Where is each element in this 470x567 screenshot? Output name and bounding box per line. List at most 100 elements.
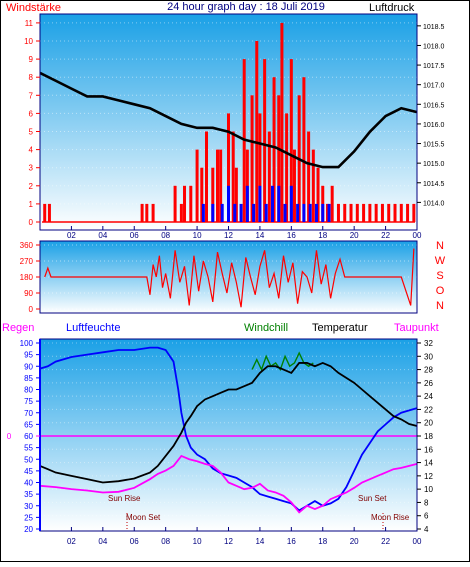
pressure-axis-ticks: 1014.0 1014.5 1015.0 1015.5 1016.0 1016.5 1017… — [417, 24, 445, 207]
humidity-tick-label: 45 — [24, 467, 33, 476]
panel3-hour-tick-label: 08 — [161, 537, 170, 546]
pressure-axis-title: Luftdruck — [369, 2, 415, 14]
wind-gust-bar — [47, 203, 51, 222]
compass-label-s: S — [436, 270, 443, 282]
panel3-hour-tick-label: 22 — [381, 537, 390, 546]
compass-label-n: N — [436, 300, 444, 312]
wind-average-bar — [264, 203, 268, 222]
temperature-tick-label: 22 — [424, 405, 433, 414]
wind-average-bar — [302, 203, 306, 222]
panel2-gridlines — [40, 244, 417, 310]
wind-gust-bar — [227, 113, 230, 222]
wind-tick-label: 5 — [29, 128, 34, 137]
wind-average-bar — [321, 203, 325, 222]
sun-rise-label: Sun Rise — [108, 494, 141, 503]
wind-tick-label: 9 — [29, 55, 34, 64]
wind-gust-bar — [399, 203, 403, 222]
wind-tick-label: 4 — [29, 146, 34, 155]
humidity-line — [39, 346, 418, 512]
pressure-tick-label: 1017.5 — [423, 63, 445, 70]
humidity-tick-label: 80 — [24, 386, 33, 395]
wind-gust-bar — [179, 203, 183, 222]
pressure-tick-label: 1015.0 — [423, 161, 445, 168]
humidity-tick-label: 100 — [20, 339, 34, 348]
wind-gust-bar — [200, 167, 204, 222]
legend-temperature: Temperatur — [312, 322, 368, 334]
panel1-hour-tick-label: 12 — [224, 231, 233, 240]
pressure-tick-label: 1016.5 — [423, 102, 445, 109]
panel3-hour-tick-label: 16 — [287, 537, 296, 546]
wind-average-bar — [245, 185, 249, 222]
humidity-tick-label: 30 — [24, 502, 33, 511]
temperature-tick-label: 14 — [424, 459, 433, 468]
direction-tick-label: 180 — [20, 273, 34, 282]
wind-gust-bar — [374, 203, 378, 222]
panel1-hour-tick-label: 02 — [67, 231, 76, 240]
humidity-tick-label: 75 — [24, 397, 33, 406]
wind-average-bar — [258, 185, 262, 222]
panel3-hour-tick-label: 18 — [318, 537, 327, 546]
wind-tick-label: 11 — [25, 19, 34, 28]
humidity-tick-label: 40 — [24, 479, 33, 488]
wind-gust-bar — [255, 41, 259, 222]
temperature-tick-label: 32 — [424, 339, 433, 348]
wind-gust-bar — [151, 203, 155, 222]
panel3-hour-tick-label: 20 — [350, 537, 359, 546]
wind-tick-label: 8 — [29, 73, 34, 82]
pressure-tick-label: 1018.0 — [423, 43, 445, 50]
panel3-hour-tick-label: 02 — [67, 537, 76, 546]
wind-average-bar — [327, 203, 331, 222]
wind-gust-bar — [189, 185, 193, 222]
wind-gust-bar — [277, 95, 281, 222]
wind-gust-bar — [330, 185, 334, 222]
pressure-tick-label: 1015.5 — [423, 142, 445, 149]
wind-average-bar — [289, 185, 293, 222]
pressure-tick-label: 1016.0 — [423, 122, 445, 129]
legend-dewpoint: Taupunkt — [394, 322, 439, 334]
wind-gust-bar — [311, 149, 315, 222]
windchill-line — [251, 351, 314, 372]
wind-gust-bar — [272, 77, 276, 222]
sun-set-label: Sun Set — [358, 494, 387, 503]
humidity-tick-label: 65 — [24, 420, 33, 429]
moon-set-label: Moon Set — [126, 513, 161, 522]
wind-average-bar — [252, 203, 256, 222]
wind-gust-bar — [258, 113, 262, 222]
wind-average-bar — [239, 203, 243, 222]
wind-gust-bar — [173, 185, 177, 222]
wind-gust-bar — [336, 203, 340, 222]
panel1-hour-ticks: 02 04 06 08 10 12 14 16 18 20 22 00 — [67, 226, 422, 240]
humidity-tick-label: 50 — [24, 455, 33, 464]
wind-gust-bar — [307, 131, 311, 222]
wind-tick-label: 10 — [24, 37, 33, 46]
panel3-hour-ticks: 02 04 06 08 10 12 14 16 18 20 22 00 — [67, 527, 422, 546]
wind-average-bar — [201, 203, 205, 222]
temperature-tick-label: 8 — [424, 498, 429, 507]
direction-tick-label: 90 — [24, 289, 33, 298]
direction-tick-label: 0 — [29, 305, 34, 314]
wind-average-bar — [270, 185, 274, 222]
temperature-axis-ticks: 4 6 8 10 12 14 16 18 20 22 24 26 28 30 32 — [417, 339, 433, 534]
wind-gust-bar — [231, 131, 235, 222]
humidity-axis-ticks: 20 25 30 35 40 45 50 55 60 65 70 75 80 85 90 95 100 — [20, 339, 40, 534]
wind-gust-bar — [355, 203, 359, 222]
wind-tick-label: 6 — [29, 109, 34, 118]
temperature-tick-label: 10 — [424, 485, 433, 494]
wind-gust-bar — [219, 149, 223, 222]
temperature-tick-label: 12 — [424, 472, 433, 481]
panel1-hour-tick-label: 22 — [381, 231, 390, 240]
compass-label-o: O — [436, 285, 445, 297]
temperature-tick-label: 24 — [424, 392, 433, 401]
wind-gust-bar — [43, 203, 47, 222]
wind-tick-label: 0 — [29, 218, 34, 227]
panel3-hour-tick-label: 06 — [130, 537, 139, 546]
panel1-hour-tick-label: 16 — [287, 231, 296, 240]
wind-gust-bar — [292, 149, 296, 222]
dewpoint-line — [39, 454, 418, 514]
rain-axis-ticks: 0 — [7, 432, 40, 441]
panel3-background — [40, 339, 417, 531]
